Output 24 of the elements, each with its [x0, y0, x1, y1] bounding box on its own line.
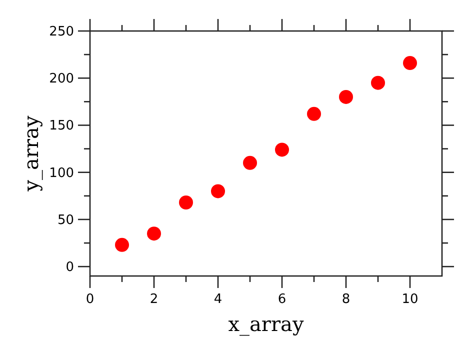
x-tick-label: 10	[402, 292, 418, 307]
x-tick-label: 6	[278, 292, 286, 307]
point	[307, 106, 321, 121]
x-axis-title: x_array	[228, 312, 304, 336]
y-tick-label: 150	[49, 118, 74, 134]
y-axis-title: y_array	[19, 115, 43, 192]
point	[147, 226, 161, 241]
point	[371, 76, 385, 90]
point	[211, 184, 225, 198]
y-tick-label: 250	[49, 24, 74, 40]
x-tick-label: 4	[214, 292, 222, 307]
x-tick-label: 8	[342, 292, 350, 307]
point	[275, 142, 289, 157]
y-tick-label: 0	[66, 260, 74, 276]
y-tick-label: 200	[49, 72, 74, 87]
point	[179, 196, 193, 210]
y-tick-label: 50	[57, 212, 74, 228]
x-tick-label: 2	[150, 292, 158, 307]
point	[339, 90, 353, 104]
point	[243, 156, 257, 170]
x-tick-label: 0	[86, 292, 94, 307]
point	[115, 238, 129, 252]
y-tick-label: 100	[49, 166, 74, 181]
point	[403, 56, 417, 70]
